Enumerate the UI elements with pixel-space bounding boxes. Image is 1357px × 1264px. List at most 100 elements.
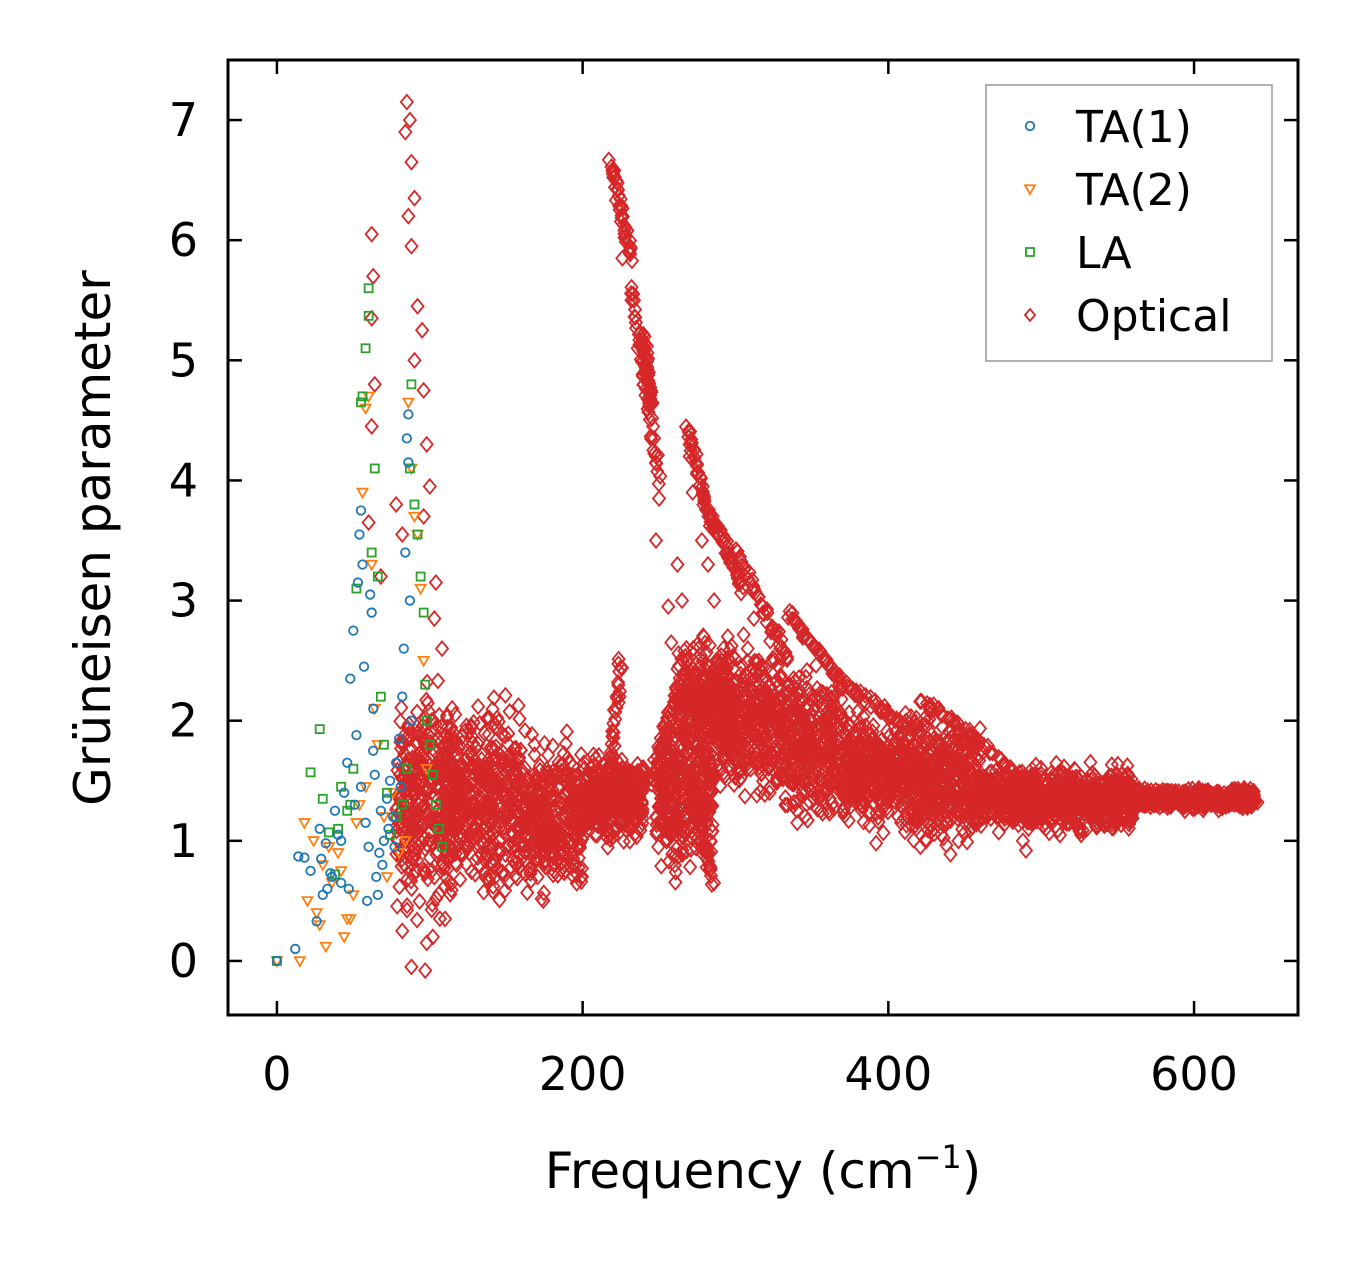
data-point [675, 750, 690, 769]
data-point [1074, 796, 1089, 814]
data-point [464, 776, 479, 794]
data-point [398, 772, 414, 790]
data-point [762, 784, 777, 802]
data-point [1112, 771, 1128, 789]
data-point [439, 790, 455, 808]
data-point [466, 713, 481, 731]
data-point [659, 829, 674, 848]
data-point [576, 819, 591, 838]
data-point [668, 863, 683, 881]
data-point [774, 712, 789, 731]
data-point [616, 760, 631, 778]
data-point [822, 725, 837, 743]
data-point [560, 841, 576, 859]
data-point [809, 679, 825, 698]
data-point [566, 767, 581, 785]
data-point [1105, 819, 1121, 837]
data-point [392, 790, 407, 809]
data-point [527, 746, 542, 764]
data-point [920, 712, 935, 730]
data-point [628, 789, 643, 807]
data-point [585, 781, 601, 800]
data-point [787, 740, 803, 758]
data-point [738, 665, 753, 684]
data-point [679, 730, 694, 748]
data-point [532, 785, 547, 803]
data-point [439, 708, 455, 726]
data-point [686, 639, 701, 657]
data-point [807, 785, 822, 803]
data-point [537, 734, 552, 752]
data-point [898, 760, 914, 778]
data-point [722, 684, 737, 702]
data-point [813, 687, 828, 706]
data-point [692, 698, 707, 716]
data-point [494, 776, 510, 794]
data-point [1049, 754, 1064, 772]
data-point [467, 759, 482, 777]
data-point [414, 833, 430, 852]
data-point [841, 811, 856, 830]
data-point [682, 697, 697, 715]
data-point [582, 810, 597, 828]
data-point [438, 726, 453, 744]
data-point [412, 750, 428, 769]
data-point [574, 859, 590, 877]
data-point [705, 816, 720, 834]
data-point [819, 779, 834, 798]
data-point [760, 700, 776, 718]
data-point [440, 718, 455, 736]
data-point [964, 753, 979, 771]
data-point [856, 792, 871, 810]
data-point [984, 775, 1000, 793]
data-point [514, 836, 529, 854]
data-point [569, 830, 584, 849]
data-point [714, 702, 729, 720]
data-point [470, 697, 486, 716]
data-point [427, 868, 442, 886]
data-point [713, 646, 729, 665]
data-point [1120, 757, 1135, 775]
data-point [759, 750, 774, 768]
data-point [918, 752, 934, 770]
data-point [957, 824, 972, 842]
data-point [437, 878, 452, 896]
data-point [717, 747, 733, 766]
data-point [703, 727, 719, 746]
data-point [874, 731, 889, 749]
data-point [800, 811, 815, 829]
data-point [732, 771, 747, 789]
data-point [537, 854, 552, 872]
data-point [545, 737, 561, 755]
data-point [751, 690, 767, 709]
data-point [515, 778, 531, 796]
data-point [991, 823, 1006, 841]
data-point [866, 744, 881, 763]
data-point [403, 770, 418, 788]
data-point [778, 788, 793, 807]
data-point [858, 770, 873, 789]
data-point [993, 797, 1008, 815]
data-point [670, 749, 685, 768]
data-point [542, 816, 557, 834]
data-point [850, 703, 865, 721]
data-point [449, 770, 464, 788]
data-point [695, 757, 711, 775]
data-point [700, 689, 715, 707]
data-point [934, 825, 949, 844]
data-point [487, 852, 503, 870]
data-point [657, 769, 672, 787]
data-point [414, 785, 429, 803]
data-point [702, 636, 717, 654]
data-point [520, 884, 535, 902]
data-point [478, 770, 493, 788]
data-point [917, 811, 933, 829]
data-point [724, 688, 739, 706]
data-point [683, 840, 699, 858]
data-point [794, 744, 809, 762]
data-point [932, 732, 947, 751]
data-point [959, 800, 975, 818]
data-point [560, 848, 576, 866]
data-point [517, 722, 533, 740]
data-point [500, 760, 515, 778]
